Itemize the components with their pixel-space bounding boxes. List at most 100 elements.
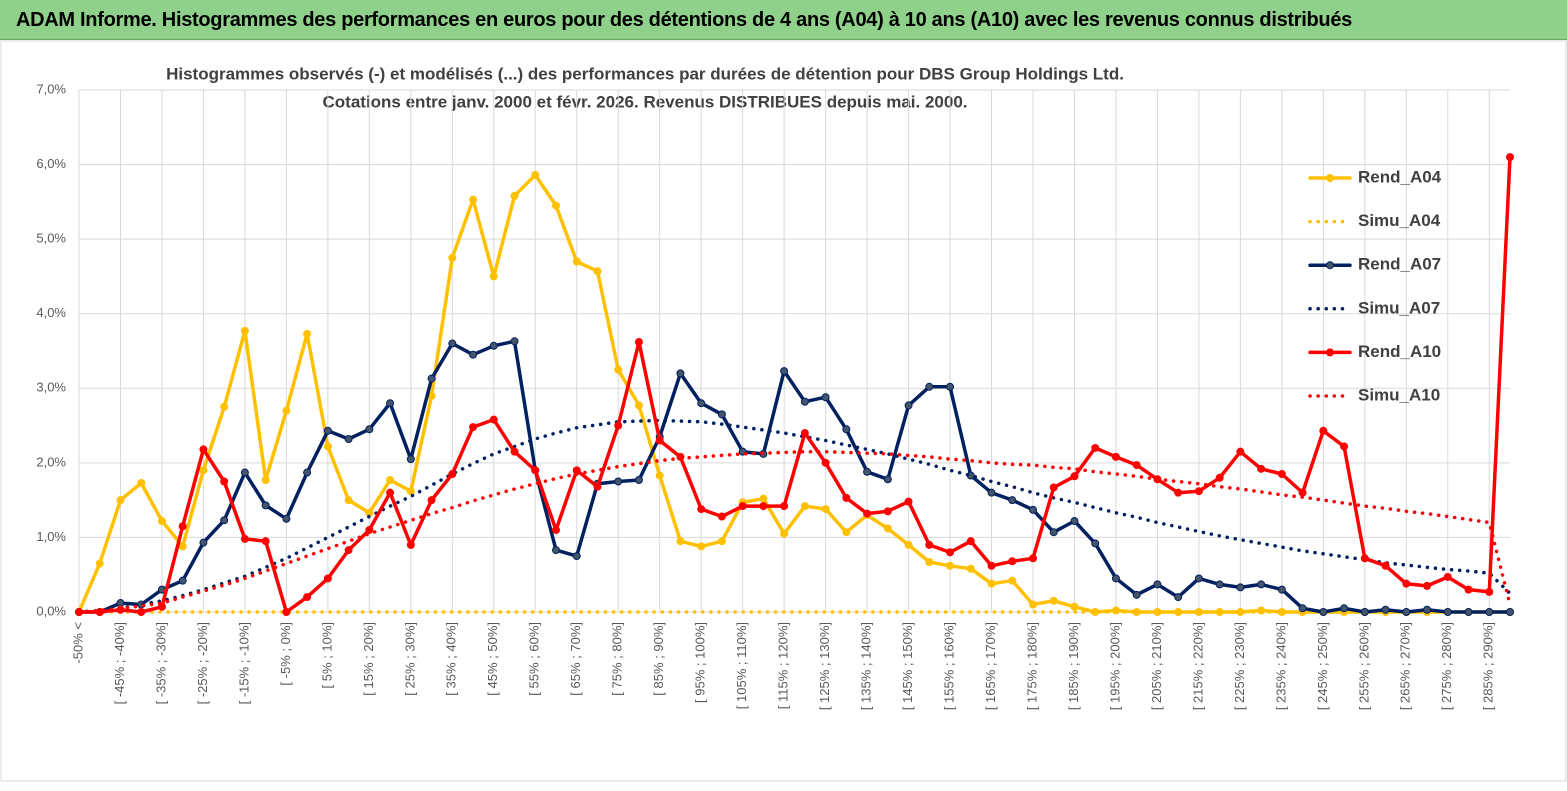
x-tick-label: [ 65% ; 70%] — [568, 622, 583, 696]
data-point — [821, 458, 830, 467]
data-point — [469, 423, 478, 432]
y-tick-label: 1,0% — [36, 529, 66, 544]
data-point — [365, 425, 374, 434]
data-point — [738, 502, 747, 511]
data-point — [1360, 608, 1369, 616]
data-point — [116, 496, 125, 505]
data-point — [386, 488, 395, 497]
data-point — [800, 429, 809, 438]
y-tick-label: 5,0% — [36, 231, 66, 246]
data-point — [240, 326, 249, 335]
data-point — [987, 561, 996, 570]
data-point — [448, 470, 457, 479]
data-point — [406, 540, 415, 549]
data-point — [987, 579, 996, 588]
data-point — [1070, 602, 1079, 611]
data-point — [1049, 483, 1058, 492]
data-point — [344, 496, 353, 505]
x-tick-label: [ 115% ; 120%] — [776, 622, 791, 709]
series-line — [77, 339, 1512, 614]
data-point — [1319, 426, 1328, 435]
data-point — [261, 476, 270, 485]
data-point — [406, 487, 415, 496]
x-tick-label: [ -25% ; -20%] — [195, 622, 210, 704]
data-point — [1402, 608, 1411, 616]
data-point — [1132, 590, 1141, 599]
data-point — [199, 538, 208, 547]
x-tick-label: [ 235% ; 240%] — [1273, 622, 1288, 710]
data-point — [323, 442, 332, 451]
data-point — [1340, 604, 1349, 613]
y-tick-label: 4,0% — [36, 305, 66, 320]
data-point — [987, 488, 996, 497]
chart-title: Histogrammes observés (-) et modélisés (… — [166, 64, 1124, 83]
data-point — [1423, 581, 1432, 590]
data-point — [800, 502, 809, 511]
data-point — [386, 399, 395, 408]
data-point — [1091, 539, 1100, 548]
data-point — [842, 425, 851, 434]
data-point — [220, 516, 229, 525]
x-tick-label: [ 35% ; 40%] — [444, 622, 459, 696]
data-point — [531, 466, 540, 475]
data-point — [1029, 505, 1037, 514]
x-tick-label: [ 55% ; 60%] — [527, 622, 542, 696]
legend-label: Rend_A04 — [1358, 167, 1442, 186]
data-point — [614, 477, 623, 486]
x-tick-label: [ 25% ; 30%] — [402, 622, 417, 696]
data-point — [1111, 452, 1120, 461]
data-point — [1008, 496, 1017, 505]
data-point — [883, 524, 892, 533]
data-point — [634, 338, 643, 347]
data-point — [1506, 153, 1514, 162]
data-point — [489, 341, 498, 350]
x-tick-label: [ 245% ; 250%] — [1315, 622, 1330, 710]
data-point — [552, 546, 560, 555]
data-point — [1298, 488, 1307, 497]
data-point — [1506, 608, 1514, 616]
x-tick-label: [ -15% ; -10%] — [236, 622, 251, 704]
data-point — [925, 382, 934, 391]
y-tick-label: 0,0% — [36, 603, 66, 618]
data-point — [137, 478, 146, 487]
data-point — [676, 537, 685, 546]
data-point — [1381, 605, 1390, 614]
data-point — [1277, 585, 1286, 594]
data-point — [614, 365, 623, 374]
data-point — [634, 401, 643, 410]
data-point — [199, 466, 208, 475]
data-point — [1381, 561, 1390, 570]
data-point — [1423, 605, 1432, 614]
legend-label: Rend_A10 — [1358, 342, 1441, 361]
x-tick-label: [ 255% ; 260%] — [1356, 622, 1371, 710]
header-title: ADAM Informe. Histogrammes des performan… — [16, 9, 1352, 31]
data-point — [240, 534, 249, 543]
series-line — [77, 418, 1512, 614]
x-tick-label: [ 225% ; 230%] — [1232, 622, 1247, 710]
data-point — [946, 382, 955, 391]
data-point — [780, 529, 789, 538]
data-point — [1257, 464, 1266, 473]
data-point — [1174, 593, 1183, 602]
x-tick-label: [ -5% ; 0%] — [278, 622, 293, 686]
x-tick-label: [ 215% ; 220%] — [1190, 622, 1205, 710]
data-point — [1257, 580, 1266, 589]
data-point — [489, 415, 498, 424]
data-point — [510, 337, 519, 346]
data-point — [1236, 447, 1245, 456]
data-point — [1091, 443, 1100, 452]
data-point — [282, 608, 291, 616]
series-line — [77, 449, 1512, 614]
data-point — [1443, 608, 1452, 616]
data-point — [593, 482, 602, 491]
data-point — [178, 576, 187, 585]
data-point — [1008, 576, 1017, 585]
data-point — [1319, 608, 1328, 616]
data-point — [759, 494, 768, 503]
data-point — [780, 367, 789, 376]
data-point — [427, 374, 436, 383]
data-point — [220, 402, 229, 411]
data-point — [261, 501, 270, 510]
data-point — [552, 525, 560, 534]
